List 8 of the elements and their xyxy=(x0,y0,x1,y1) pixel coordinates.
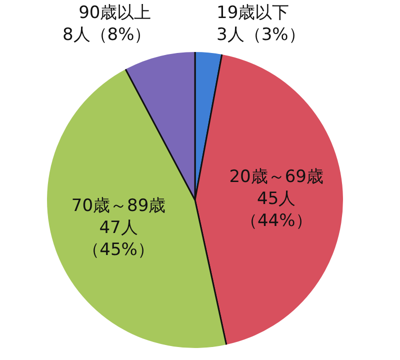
data-label: 47人（45%） xyxy=(82,216,156,261)
data-label: 3人（3%） xyxy=(216,24,306,46)
slice-label: 19歳以下 xyxy=(216,2,290,24)
data-label: 45人（44%） xyxy=(239,188,314,232)
data-label: 8人（8%） xyxy=(62,24,152,46)
slice-label: 70歳～89歳 xyxy=(70,194,167,217)
slice-label: 90歳以上 xyxy=(78,2,152,24)
slice-label: 20歳～69歳 xyxy=(228,166,324,188)
